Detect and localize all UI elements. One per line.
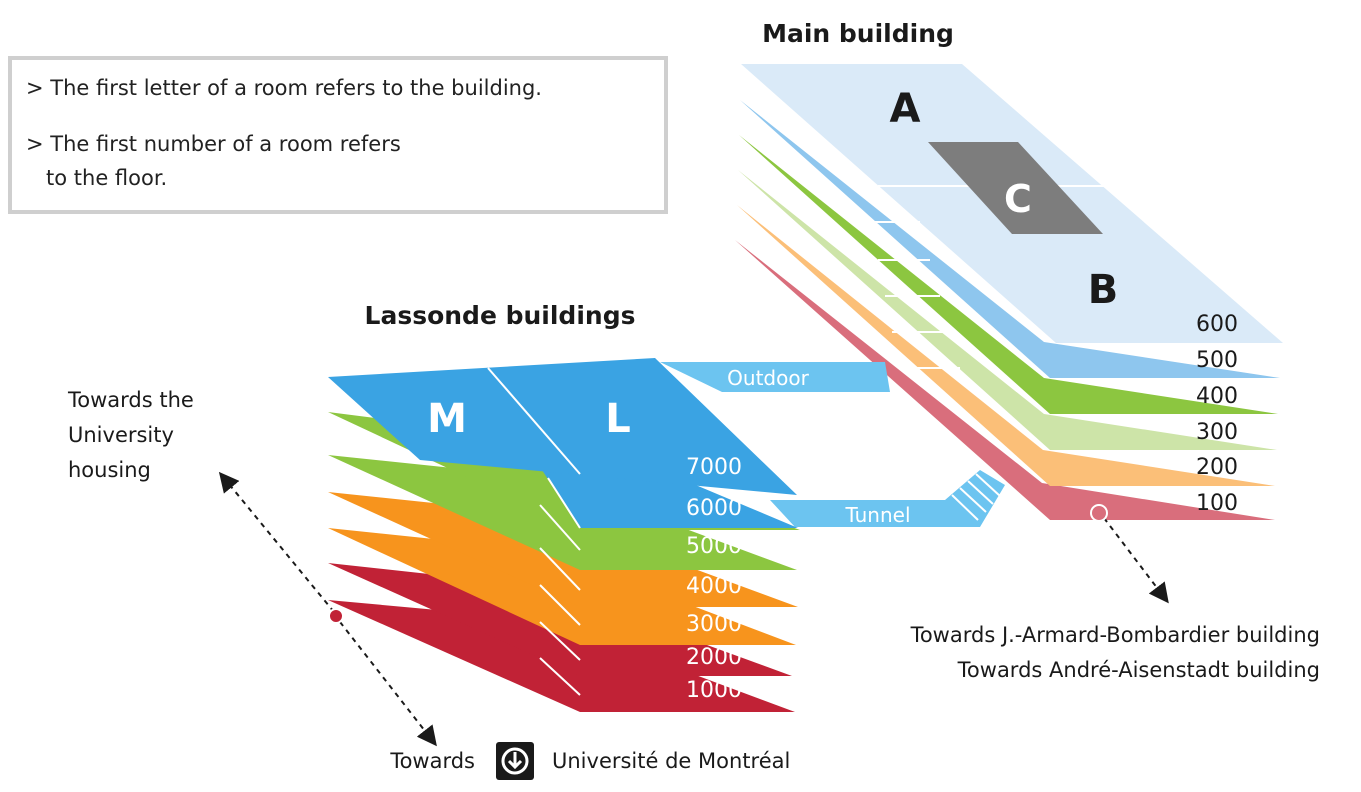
- main-floor-400: [739, 135, 1278, 414]
- section-c-label: C: [1004, 177, 1032, 221]
- lassonde-floor-label-4000: 4000: [686, 574, 742, 599]
- section-c-block: [928, 142, 1103, 234]
- lassonde-floor-7000: [328, 358, 797, 495]
- lassonde-floor-label-2000: 2000: [686, 645, 742, 670]
- main-floor-label-300: 300: [1196, 420, 1238, 445]
- bombardier-label: Towards J.-Armard-Bombardier building: [910, 623, 1320, 647]
- lassonde-m-l-divider: [487, 367, 581, 475]
- tunnel-stair: [975, 473, 1001, 497]
- tunnel-stair: [959, 487, 987, 513]
- legend-box: > The first letter of a room refers to t…: [8, 56, 668, 214]
- outdoor-label: Outdoor: [727, 366, 809, 390]
- lassonde-divider: [539, 621, 581, 661]
- main-floor-300: [738, 170, 1277, 450]
- main-floor-label-500: 500: [1196, 348, 1238, 373]
- metro-station-label: Université de Montréal: [552, 749, 790, 773]
- main-building-title: Main building: [762, 19, 954, 48]
- legend-floor-rule: > The first number of a room refers: [26, 132, 401, 156]
- tunnel: [770, 470, 1005, 527]
- section-b-label: B: [1088, 267, 1119, 313]
- main-floor-label-200: 200: [1196, 455, 1238, 480]
- lassonde-exit-marker: [328, 608, 344, 624]
- main-floor-500: [740, 100, 1280, 378]
- housing-label-line2: University: [68, 423, 174, 447]
- lassonde-floor-label-3000: 3000: [686, 612, 742, 637]
- main-floor-label-100: 100: [1196, 491, 1238, 516]
- metro-arrow: [339, 621, 437, 747]
- main-floor-200: [737, 205, 1275, 486]
- housing-arrow: [218, 471, 335, 613]
- main-floor-100: [735, 240, 1275, 520]
- tunnel-stair: [951, 494, 979, 521]
- housing-label-line3: housing: [68, 458, 151, 482]
- main-exit-marker: [1090, 504, 1108, 522]
- outdoor-walkway: [660, 362, 890, 392]
- section-a-label: A: [890, 86, 921, 132]
- housing-label-line1: Towards the: [67, 388, 194, 412]
- lassonde-divider: [539, 584, 581, 626]
- lassonde-divider: [539, 504, 581, 551]
- aisenstadt-label: Towards André-Aisenstadt building: [957, 658, 1320, 682]
- lassonde-divider: [547, 477, 581, 529]
- section-m-label: M: [427, 396, 467, 442]
- metro-prefix-label: Towards: [389, 749, 475, 773]
- lassonde-title: Lassonde buildings: [365, 301, 636, 330]
- main-floor-label-600: 600: [1196, 312, 1238, 337]
- main-floor-label-400: 400: [1196, 384, 1238, 409]
- lassonde-divider: [539, 547, 581, 591]
- tunnel-label: Tunnel: [844, 503, 910, 527]
- lassonde-divider: [539, 657, 581, 696]
- lassonde-floor-label-7000: 7000: [686, 455, 742, 480]
- lassonde-floor-6000-l-wing: [542, 470, 798, 528]
- lassonde-floor-label-5000: 5000: [686, 534, 742, 559]
- tunnel-stair: [967, 480, 994, 505]
- metro-icon: [496, 742, 534, 780]
- lassonde-floor-label-1000: 1000: [686, 678, 742, 703]
- section-l-label: L: [605, 396, 631, 442]
- legend-building-rule: > The first letter of a room refers to t…: [26, 76, 542, 100]
- lassonde-floor-label-6000: 6000: [686, 496, 742, 521]
- legend-floor-rule-cont: to the floor.: [26, 166, 168, 190]
- bombardier-arrow: [1103, 517, 1169, 604]
